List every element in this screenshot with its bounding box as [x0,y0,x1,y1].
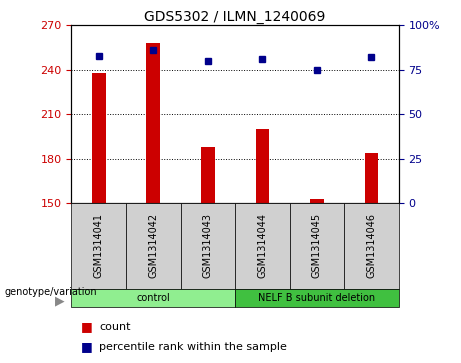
Text: control: control [136,293,170,303]
Bar [92,73,106,203]
Text: genotype/variation: genotype/variation [5,287,97,297]
Text: ▶: ▶ [55,295,65,308]
Title: GDS5302 / ILMN_1240069: GDS5302 / ILMN_1240069 [144,11,326,24]
Text: GSM1314041: GSM1314041 [94,213,104,278]
Text: GSM1314044: GSM1314044 [257,213,267,278]
Bar [147,43,160,203]
Text: GSM1314042: GSM1314042 [148,213,158,278]
Text: ■: ■ [81,340,92,353]
Text: ■: ■ [81,320,92,333]
Bar [255,129,269,203]
Text: NELF B subunit deletion: NELF B subunit deletion [258,293,376,303]
Text: percentile rank within the sample: percentile rank within the sample [99,342,287,352]
Text: GSM1314046: GSM1314046 [366,213,377,278]
Text: GSM1314043: GSM1314043 [203,213,213,278]
Bar [365,153,378,203]
Text: GSM1314045: GSM1314045 [312,213,322,278]
Bar [201,147,215,203]
Bar [310,199,324,203]
Text: count: count [99,322,130,332]
